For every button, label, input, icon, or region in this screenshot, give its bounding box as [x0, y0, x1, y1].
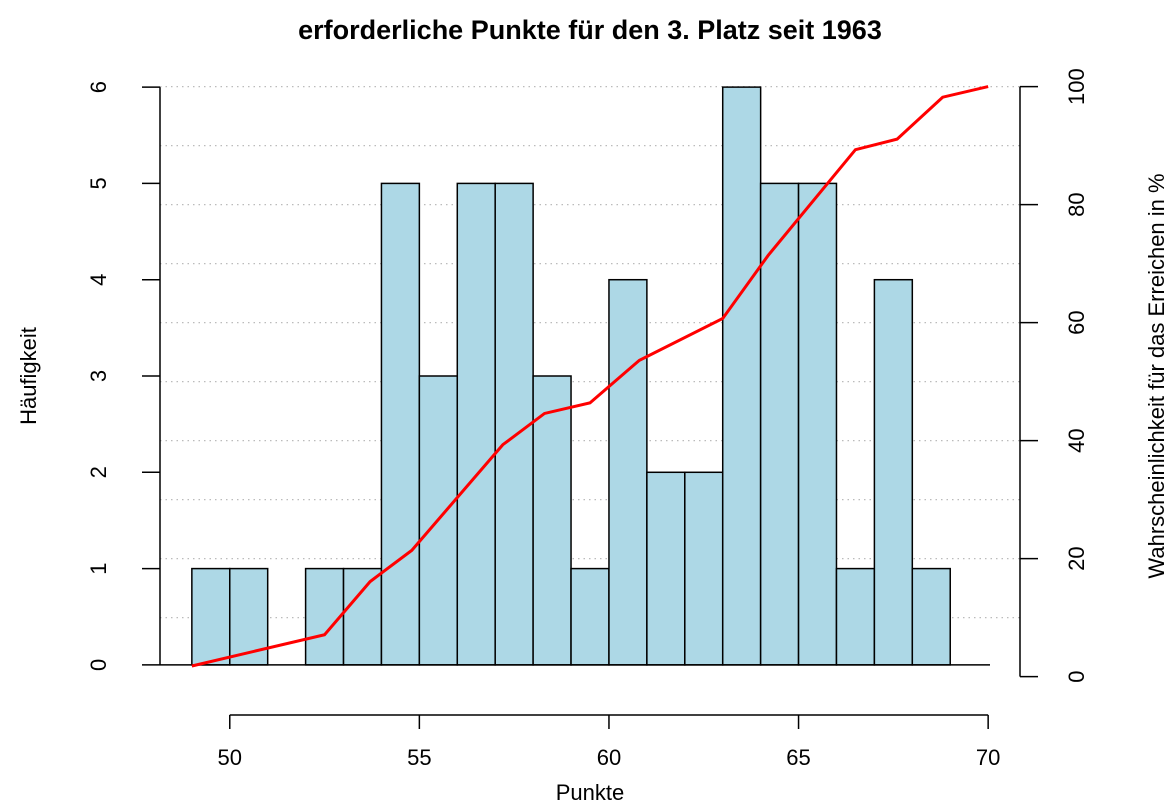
bar: [342, 567, 383, 666]
bar: [456, 182, 496, 666]
bar: [797, 182, 838, 666]
bar: [191, 567, 231, 666]
x-tick-label: 55: [407, 745, 431, 770]
cumulative-line: [191, 85, 989, 668]
y-tick-label: 2: [86, 466, 111, 478]
bar: [304, 567, 345, 666]
y-axis-label: Häufigkeit: [16, 327, 41, 425]
bar: [873, 278, 914, 666]
y-tick-label: 4: [86, 274, 111, 286]
y-tick-label: 6: [86, 81, 111, 93]
y-tick-label: 1: [86, 562, 111, 574]
bar: [532, 375, 572, 666]
y2-tick-label: 0: [1064, 670, 1089, 682]
x-axis-label: Punkte: [556, 780, 625, 805]
y-tick-label: 0: [86, 659, 111, 671]
x-tick-label: 70: [976, 745, 1000, 770]
bar: [911, 567, 951, 666]
y2-tick-label: 60: [1064, 310, 1089, 334]
x-tick-label: 60: [597, 745, 621, 770]
bar: [835, 567, 876, 666]
chart-title: erforderliche Punkte für den 3. Platz se…: [298, 15, 882, 45]
y-tick-label: 5: [86, 177, 111, 189]
y2-tick-label: 20: [1064, 546, 1089, 570]
bar: [646, 471, 686, 666]
bar: [608, 278, 648, 666]
bar: [380, 182, 421, 666]
y-tick-label: 3: [86, 370, 111, 382]
bar: [684, 471, 724, 666]
x-tick-label: 65: [786, 745, 810, 770]
bar: [721, 86, 762, 666]
bar: [494, 182, 534, 666]
y2-tick-label: 80: [1064, 192, 1089, 216]
y2-axis-label: Wahrscheinlichkeit für das Erreichen in …: [1144, 173, 1169, 578]
y2-tick-label: 100: [1064, 68, 1089, 105]
y2-tick-label: 40: [1064, 428, 1089, 452]
x-tick-label: 50: [218, 745, 242, 770]
bar: [570, 567, 610, 666]
